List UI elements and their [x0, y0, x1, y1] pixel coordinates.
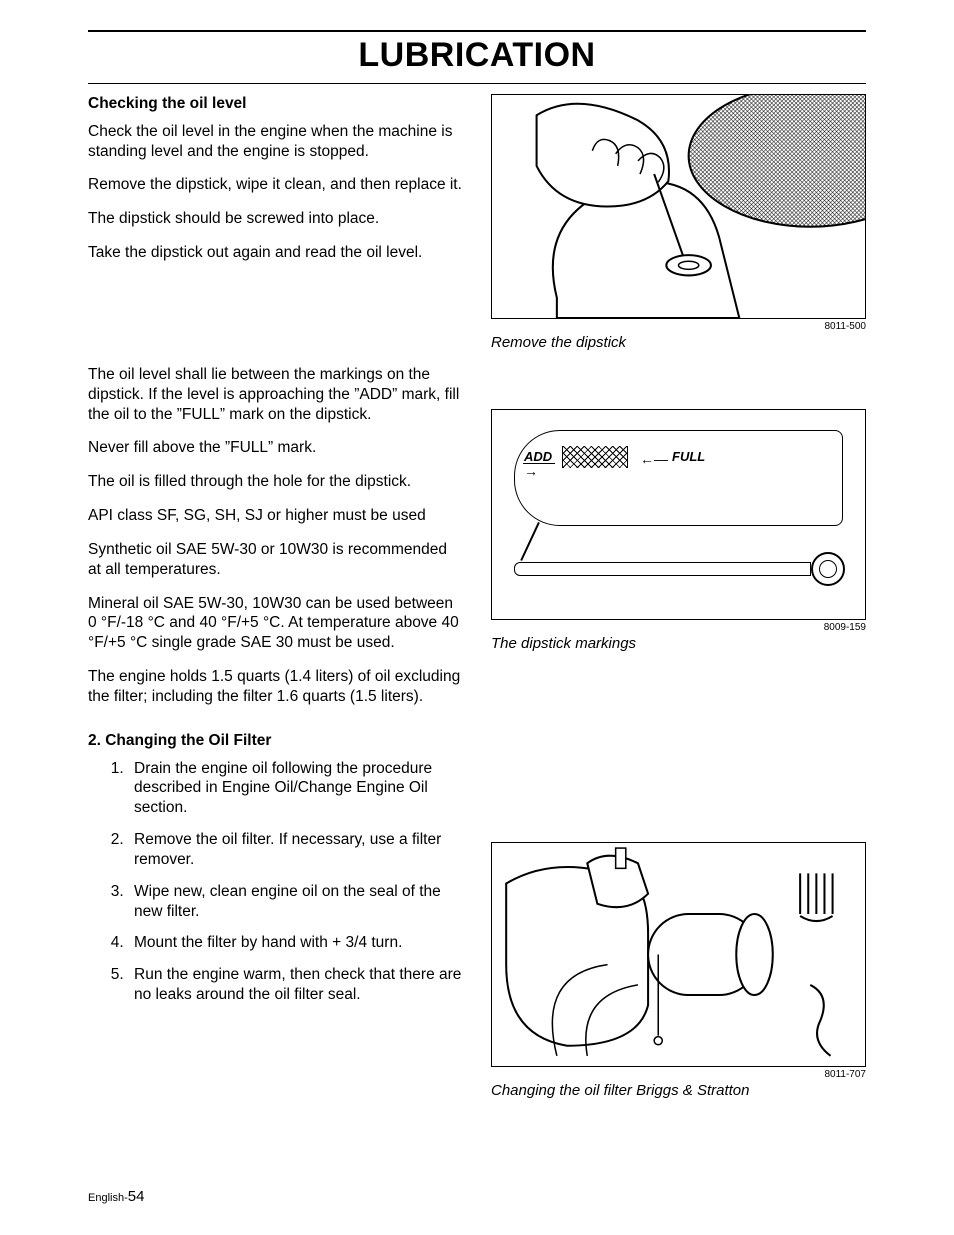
footer-prefix: English-: [88, 1192, 128, 1204]
page-title: LUBRICATION: [88, 36, 866, 75]
body-text: Remove the dipstick, wipe it clean, and …: [88, 175, 463, 195]
page-number: 54: [128, 1188, 145, 1205]
body-text: Take the dipstick out again and read the…: [88, 243, 463, 263]
body-text: API class SF, SG, SH, SJ or higher must …: [88, 506, 463, 526]
arrow-right-icon: →: [524, 464, 538, 478]
heading-checking-oil: Checking the oil level: [88, 94, 463, 114]
heading-changing-filter: 2. Changing the Oil Filter: [88, 731, 463, 751]
figure-id: 8011-500: [491, 321, 866, 332]
figure-dipstick-markings: ADD → ←— FULL: [491, 409, 866, 620]
figure-caption: Remove the dipstick: [491, 334, 866, 351]
list-item: Remove the oil filter. If necessary, use…: [128, 830, 463, 870]
body-text: Synthetic oil SAE 5W-30 or 10W30 is reco…: [88, 540, 463, 580]
dipstick-hand-illustration: [492, 95, 865, 318]
list-item: Run the engine warm, then check that the…: [128, 965, 463, 1005]
procedure-list: Drain the engine oil following the proce…: [88, 759, 463, 1005]
list-item: Drain the engine oil following the proce…: [128, 759, 463, 818]
body-text: Mineral oil SAE 5W-30, 10W30 can be used…: [88, 594, 463, 653]
body-text: The dipstick should be screwed into plac…: [88, 209, 463, 229]
figure-caption: Changing the oil filter Briggs & Stratto…: [491, 1082, 866, 1099]
arrow-left-icon: ←—: [640, 451, 668, 467]
body-text: Never fill above the ”FULL” mark.: [88, 438, 463, 458]
page-footer: English-54: [88, 1188, 144, 1205]
body-text: The oil level shall lie between the mark…: [88, 365, 463, 424]
figure-column: 8011-500 Remove the dipstick ADD → ←— FU…: [491, 94, 866, 1099]
list-item: Wipe new, clean engine oil on the seal o…: [128, 882, 463, 922]
oil-filter-illustration: [492, 843, 865, 1066]
body-text: Check the oil level in the engine when t…: [88, 122, 463, 162]
add-label: ADD: [524, 449, 552, 464]
figure-id: 8009-159: [491, 622, 866, 633]
figure-caption: The dipstick markings: [491, 635, 866, 652]
list-item: Mount the filter by hand with + 3/4 turn…: [128, 933, 463, 953]
hatch-zone: [562, 446, 628, 468]
full-label: FULL: [672, 449, 705, 464]
figure-oil-filter: [491, 842, 866, 1067]
body-text: The oil is filled through the hole for t…: [88, 472, 463, 492]
body-text: The engine holds 1.5 quarts (1.4 liters)…: [88, 667, 463, 707]
dipstick-handle-icon: [811, 552, 845, 586]
figure-remove-dipstick: [491, 94, 866, 319]
text-column: Checking the oil level Check the oil lev…: [88, 94, 463, 1099]
figure-id: 8011-707: [491, 1069, 866, 1080]
